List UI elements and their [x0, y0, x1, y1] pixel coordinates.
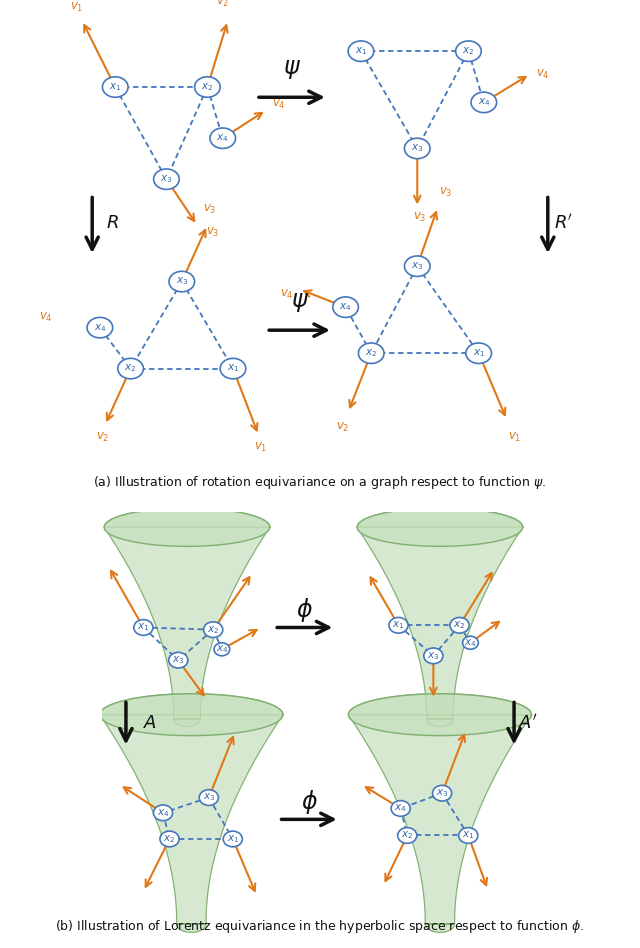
Ellipse shape [204, 622, 223, 637]
Polygon shape [357, 508, 523, 546]
Ellipse shape [397, 828, 417, 844]
Text: $x_2$: $x_2$ [462, 46, 475, 57]
Polygon shape [104, 508, 270, 727]
Polygon shape [348, 694, 531, 933]
Polygon shape [104, 508, 270, 546]
Ellipse shape [433, 785, 452, 801]
Ellipse shape [450, 617, 469, 633]
Text: $v_3$: $v_3$ [205, 227, 220, 240]
Text: $x_3$: $x_3$ [411, 142, 424, 155]
Text: $v_4$: $v_4$ [536, 67, 550, 81]
Text: $v_3$: $v_3$ [413, 211, 427, 224]
Ellipse shape [466, 343, 492, 363]
Ellipse shape [154, 805, 173, 821]
Ellipse shape [463, 636, 478, 649]
Ellipse shape [358, 343, 384, 363]
Text: $v_2$: $v_2$ [216, 0, 229, 9]
Ellipse shape [456, 41, 481, 62]
Text: $x_2$: $x_2$ [453, 619, 466, 631]
Ellipse shape [348, 41, 374, 62]
Polygon shape [357, 508, 523, 727]
Ellipse shape [404, 256, 430, 277]
Text: $x_2$: $x_2$ [163, 833, 175, 845]
Ellipse shape [404, 138, 430, 158]
Ellipse shape [169, 652, 188, 668]
Text: $x_4$: $x_4$ [93, 321, 106, 334]
Text: $x_1$: $x_1$ [227, 363, 239, 374]
Text: $x_3$: $x_3$ [436, 787, 449, 799]
Text: $x_2$: $x_2$ [365, 347, 378, 359]
Polygon shape [100, 694, 283, 736]
Text: $R'$: $R'$ [554, 213, 573, 232]
Ellipse shape [424, 648, 443, 664]
Text: $x_4$: $x_4$ [216, 133, 229, 144]
Text: $x_3$: $x_3$ [411, 261, 424, 272]
Text: $v_2$: $v_2$ [96, 431, 109, 445]
Ellipse shape [118, 358, 143, 379]
Text: $v_4$: $v_4$ [39, 311, 53, 324]
Text: $x_1$: $x_1$ [355, 46, 367, 57]
Text: $x_4$: $x_4$ [464, 637, 477, 648]
Text: $x_4$: $x_4$ [157, 807, 170, 819]
Text: $v_4$: $v_4$ [280, 288, 294, 301]
Ellipse shape [389, 617, 408, 633]
Text: $x_1$: $x_1$ [227, 833, 239, 845]
Text: $v_3$: $v_3$ [438, 186, 452, 198]
Polygon shape [100, 694, 283, 933]
Ellipse shape [210, 128, 236, 149]
Ellipse shape [459, 828, 478, 844]
Text: $\phi$: $\phi$ [296, 596, 313, 624]
Text: $x_1$: $x_1$ [462, 830, 474, 842]
Text: $x_3$: $x_3$ [203, 792, 215, 804]
Text: $v_4$: $v_4$ [272, 99, 286, 112]
Text: $A$: $A$ [143, 715, 157, 733]
Ellipse shape [160, 831, 179, 847]
Ellipse shape [223, 831, 243, 847]
Text: $A'$: $A'$ [518, 714, 538, 733]
Text: $x_3$: $x_3$ [160, 173, 173, 185]
Text: $x_2$: $x_2$ [207, 624, 220, 635]
Text: $x_4$: $x_4$ [339, 301, 352, 313]
Text: $x_1$: $x_1$ [472, 347, 485, 359]
Text: $R$: $R$ [106, 213, 119, 231]
Ellipse shape [169, 271, 195, 292]
Text: $x_1$: $x_1$ [137, 622, 150, 633]
Ellipse shape [195, 77, 220, 98]
Text: $x_4$: $x_4$ [477, 97, 490, 108]
Text: (a) Illustration of rotation equivariance on a graph respect to function $\psi$.: (a) Illustration of rotation equivarianc… [93, 474, 547, 491]
Ellipse shape [214, 643, 230, 656]
Ellipse shape [102, 77, 128, 98]
Text: $v_2$: $v_2$ [337, 421, 349, 434]
Text: $v_1$: $v_1$ [70, 1, 84, 14]
Text: $\psi$: $\psi$ [283, 57, 301, 82]
Ellipse shape [154, 169, 179, 190]
Text: (b) Illustration of Lorentz equivariance in the hyperbolic space respect to func: (b) Illustration of Lorentz equivariance… [56, 918, 584, 935]
Text: $x_3$: $x_3$ [175, 276, 188, 287]
Text: $x_2$: $x_2$ [201, 82, 214, 93]
Text: $x_3$: $x_3$ [427, 650, 440, 662]
Ellipse shape [391, 801, 410, 816]
Ellipse shape [87, 318, 113, 337]
Text: $x_2$: $x_2$ [124, 363, 137, 374]
Text: $x_4$: $x_4$ [216, 644, 228, 655]
Ellipse shape [220, 358, 246, 379]
Text: $v_1$: $v_1$ [508, 431, 521, 445]
Ellipse shape [471, 92, 497, 113]
Polygon shape [348, 694, 531, 736]
Text: $x_4$: $x_4$ [394, 803, 407, 814]
Text: $v_1$: $v_1$ [255, 442, 268, 454]
Text: $x_3$: $x_3$ [172, 654, 184, 666]
Ellipse shape [134, 620, 153, 635]
Text: $x_1$: $x_1$ [109, 82, 122, 93]
Ellipse shape [333, 297, 358, 318]
Text: $\phi$: $\phi$ [301, 788, 317, 816]
Text: $x_2$: $x_2$ [401, 830, 413, 842]
Text: $v_3$: $v_3$ [203, 203, 217, 216]
Ellipse shape [199, 790, 218, 806]
Text: $x_1$: $x_1$ [392, 619, 404, 631]
Text: $\psi$: $\psi$ [291, 290, 308, 314]
